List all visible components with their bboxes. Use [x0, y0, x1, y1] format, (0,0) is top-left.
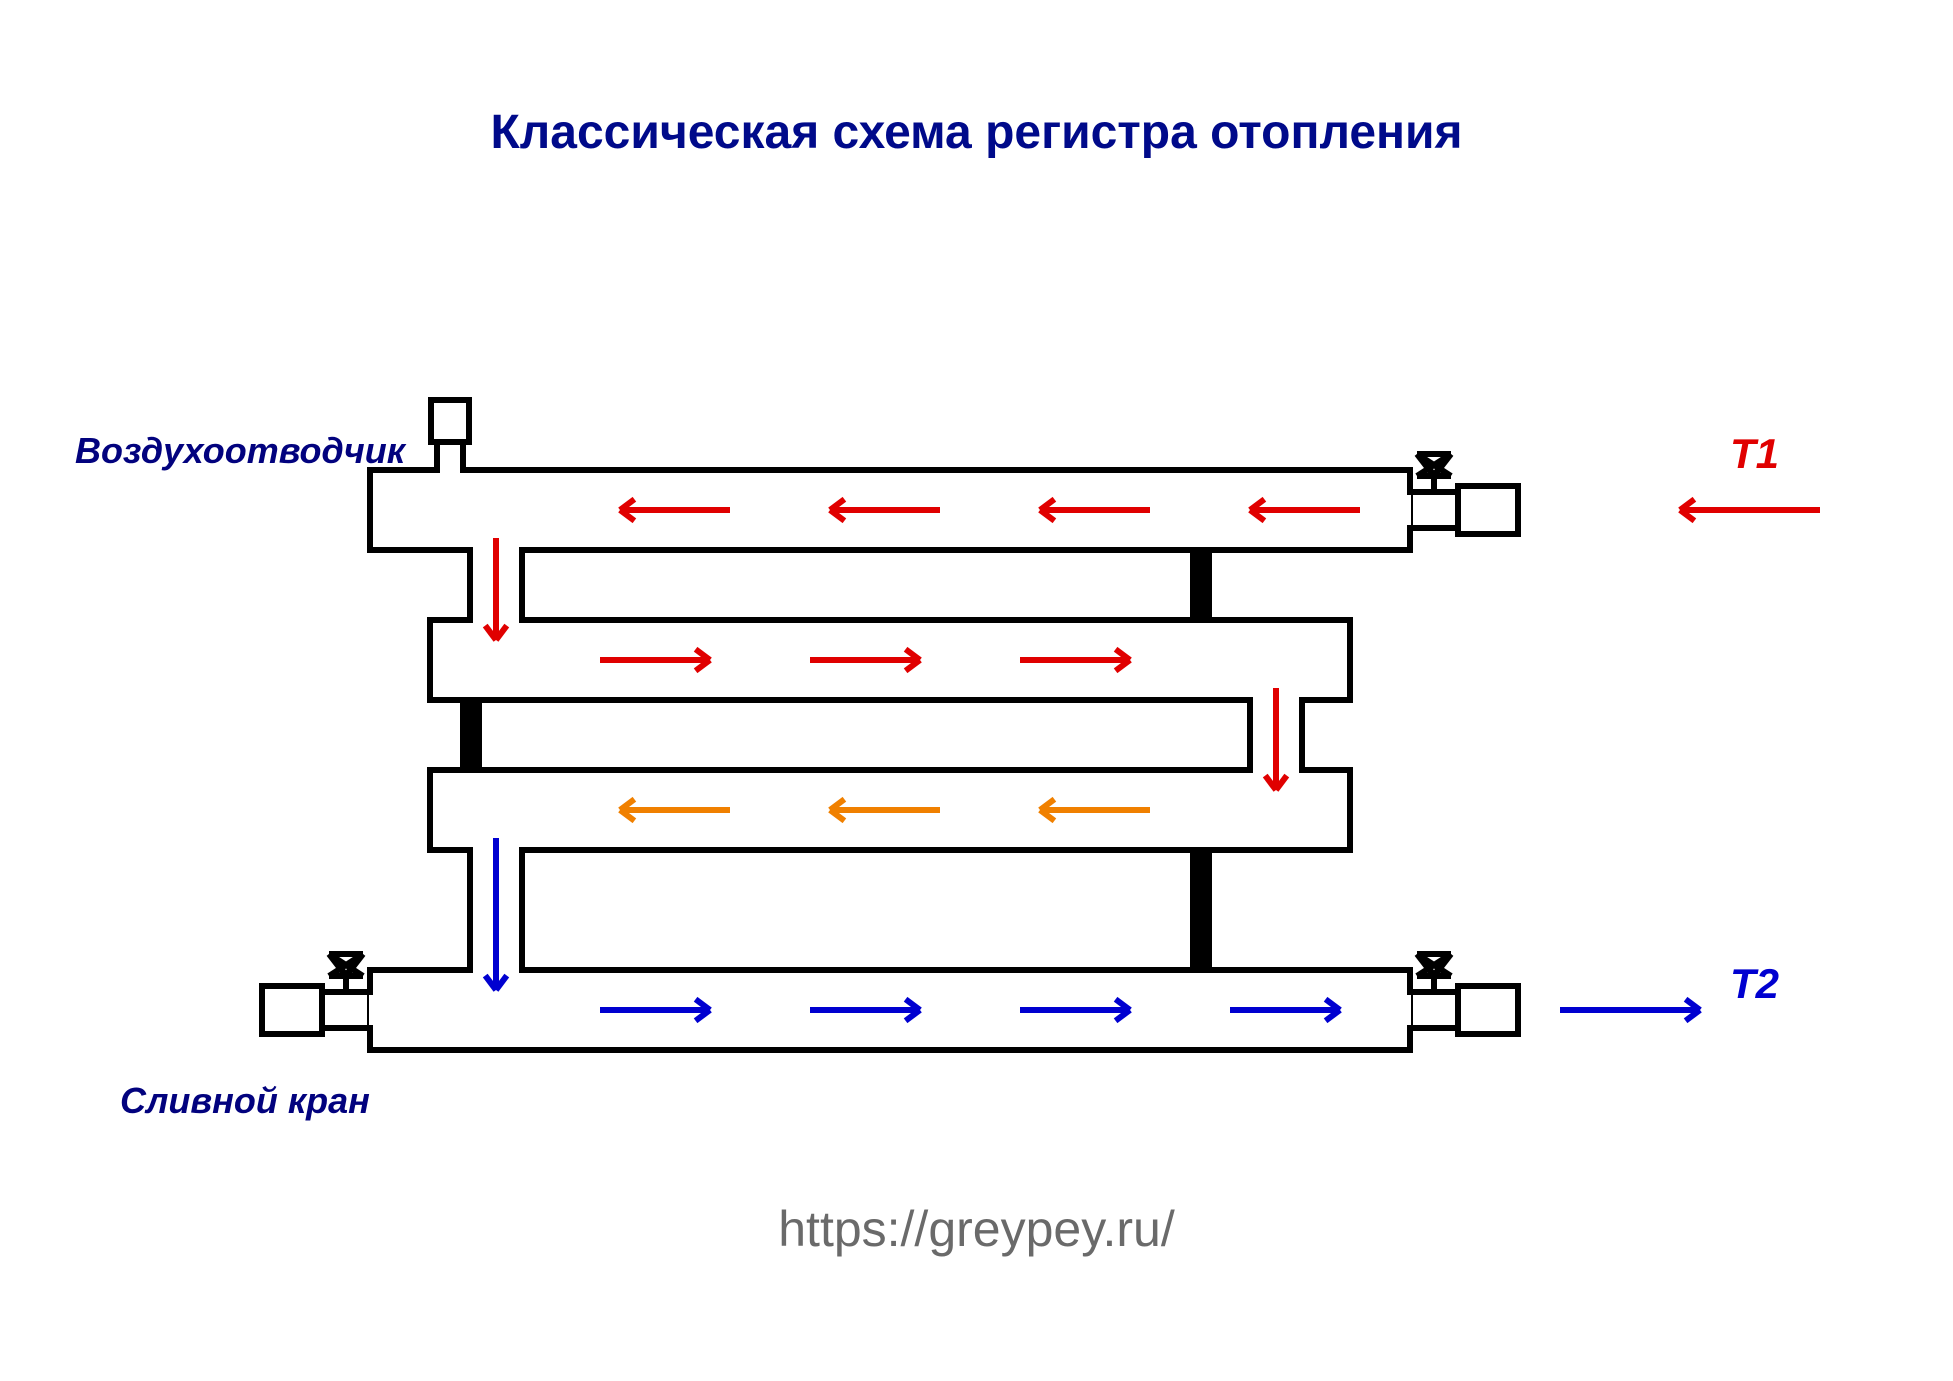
heating-register-diagram [0, 0, 1953, 1381]
